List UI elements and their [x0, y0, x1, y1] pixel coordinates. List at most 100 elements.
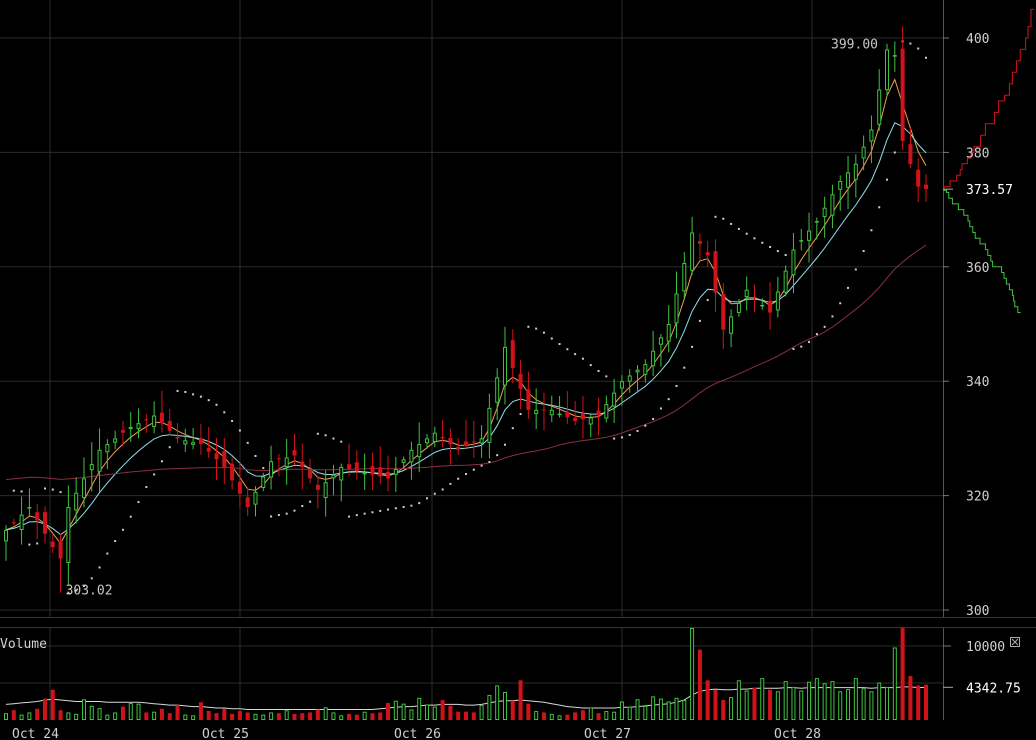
- volume-bar: [393, 700, 398, 720]
- candle-body: [682, 262, 687, 292]
- labels: 300 320 340 360 380 400 Oct 24 Oct 25 Oct 26 Oct …: [0, 32, 1021, 740]
- sar-dot: [691, 345, 694, 348]
- candle: [783, 265, 788, 297]
- volume-bar: [191, 715, 196, 720]
- sar-dot: [223, 411, 226, 414]
- candle: [573, 400, 578, 426]
- candle-body: [440, 436, 445, 439]
- candle-body: [128, 426, 133, 430]
- candle: [643, 359, 648, 383]
- volume-bar: [4, 713, 8, 720]
- volume-bar: [846, 689, 851, 721]
- volume-bar: [425, 704, 430, 721]
- sar-dot: [480, 464, 483, 467]
- candle-body: [861, 146, 866, 159]
- candle-body: [885, 49, 890, 91]
- candle: [113, 430, 118, 450]
- candle: [471, 421, 476, 458]
- candle: [144, 413, 149, 433]
- sar-dot: [628, 433, 631, 436]
- sar-dot: [262, 467, 265, 470]
- sar-dot: [839, 302, 842, 305]
- sar-dot: [176, 389, 179, 392]
- candle-body: [580, 413, 585, 420]
- sar-dot: [550, 337, 553, 340]
- sar-dot: [348, 515, 351, 518]
- volume-bar: [401, 703, 406, 720]
- candle-body: [495, 377, 500, 403]
- volume-bar: [339, 715, 344, 720]
- candle: [27, 488, 32, 518]
- volume-bar: [713, 689, 718, 720]
- volume-bar: [237, 710, 242, 720]
- candle: [11, 518, 16, 526]
- volume-bar: [705, 680, 710, 720]
- sar-dot: [301, 505, 304, 508]
- candle-body: [74, 492, 79, 511]
- volume-bar: [838, 691, 843, 721]
- candle: [487, 393, 492, 459]
- candle-body: [120, 429, 125, 433]
- volume-axis-label: Volume: [0, 637, 47, 652]
- candle: [74, 477, 79, 524]
- volume-bar: [674, 697, 679, 721]
- close-box-frame: [1010, 637, 1020, 647]
- sar-dot: [745, 232, 748, 235]
- sar-dot: [215, 403, 218, 406]
- candle-body: [736, 303, 741, 313]
- volume-bar: [11, 710, 16, 720]
- volume-bar: [721, 700, 726, 720]
- volume-bar: [557, 715, 562, 720]
- candle-body: [479, 438, 484, 444]
- sar-dot: [574, 353, 577, 356]
- volume-bar: [853, 678, 858, 720]
- candle: [775, 276, 780, 318]
- candle-body: [541, 409, 546, 411]
- candle-body: [627, 375, 632, 382]
- candle: [331, 464, 336, 496]
- volume-bar: [27, 712, 32, 720]
- candle: [807, 212, 812, 263]
- volume-bar: [448, 705, 453, 720]
- volume-bar: [35, 708, 40, 720]
- candle: [97, 428, 102, 493]
- candle-body: [191, 442, 196, 445]
- candle-body: [11, 522, 16, 524]
- candle: [432, 426, 437, 448]
- candle-body: [643, 364, 648, 375]
- candle-body: [58, 540, 63, 559]
- sar-dot: [418, 502, 421, 505]
- price-tick-label: 300: [966, 604, 989, 619]
- sar-dot: [363, 512, 366, 515]
- candle-body: [900, 48, 905, 141]
- candle-body: [877, 89, 882, 125]
- volume-bar: [354, 714, 359, 720]
- sar-dot: [870, 229, 873, 232]
- candle: [627, 369, 632, 393]
- volume-bar: [292, 713, 297, 720]
- volume-bar: [729, 697, 734, 720]
- candle-body: [370, 466, 375, 475]
- volume-bar: [89, 705, 94, 720]
- volume-bar: [253, 713, 258, 721]
- sar-dot: [566, 348, 569, 351]
- candle-body: [549, 409, 554, 416]
- sar-dot: [129, 515, 132, 518]
- volume-bar: [916, 685, 921, 720]
- candle: [89, 442, 94, 492]
- sar-dot: [581, 357, 584, 360]
- candle-body: [347, 464, 352, 469]
- sar-dot: [355, 514, 358, 517]
- candle: [276, 453, 281, 477]
- sar-dot: [277, 514, 280, 517]
- candle-body: [315, 484, 320, 490]
- candle: [206, 427, 211, 459]
- sar-dot: [652, 418, 655, 421]
- volume-bar: [518, 680, 523, 720]
- candle-body: [526, 389, 531, 410]
- volume-bar: [573, 712, 578, 720]
- sar-dot: [776, 250, 779, 253]
- volume-bar: [136, 703, 141, 720]
- volume-bar: [495, 685, 500, 720]
- candle: [425, 433, 430, 449]
